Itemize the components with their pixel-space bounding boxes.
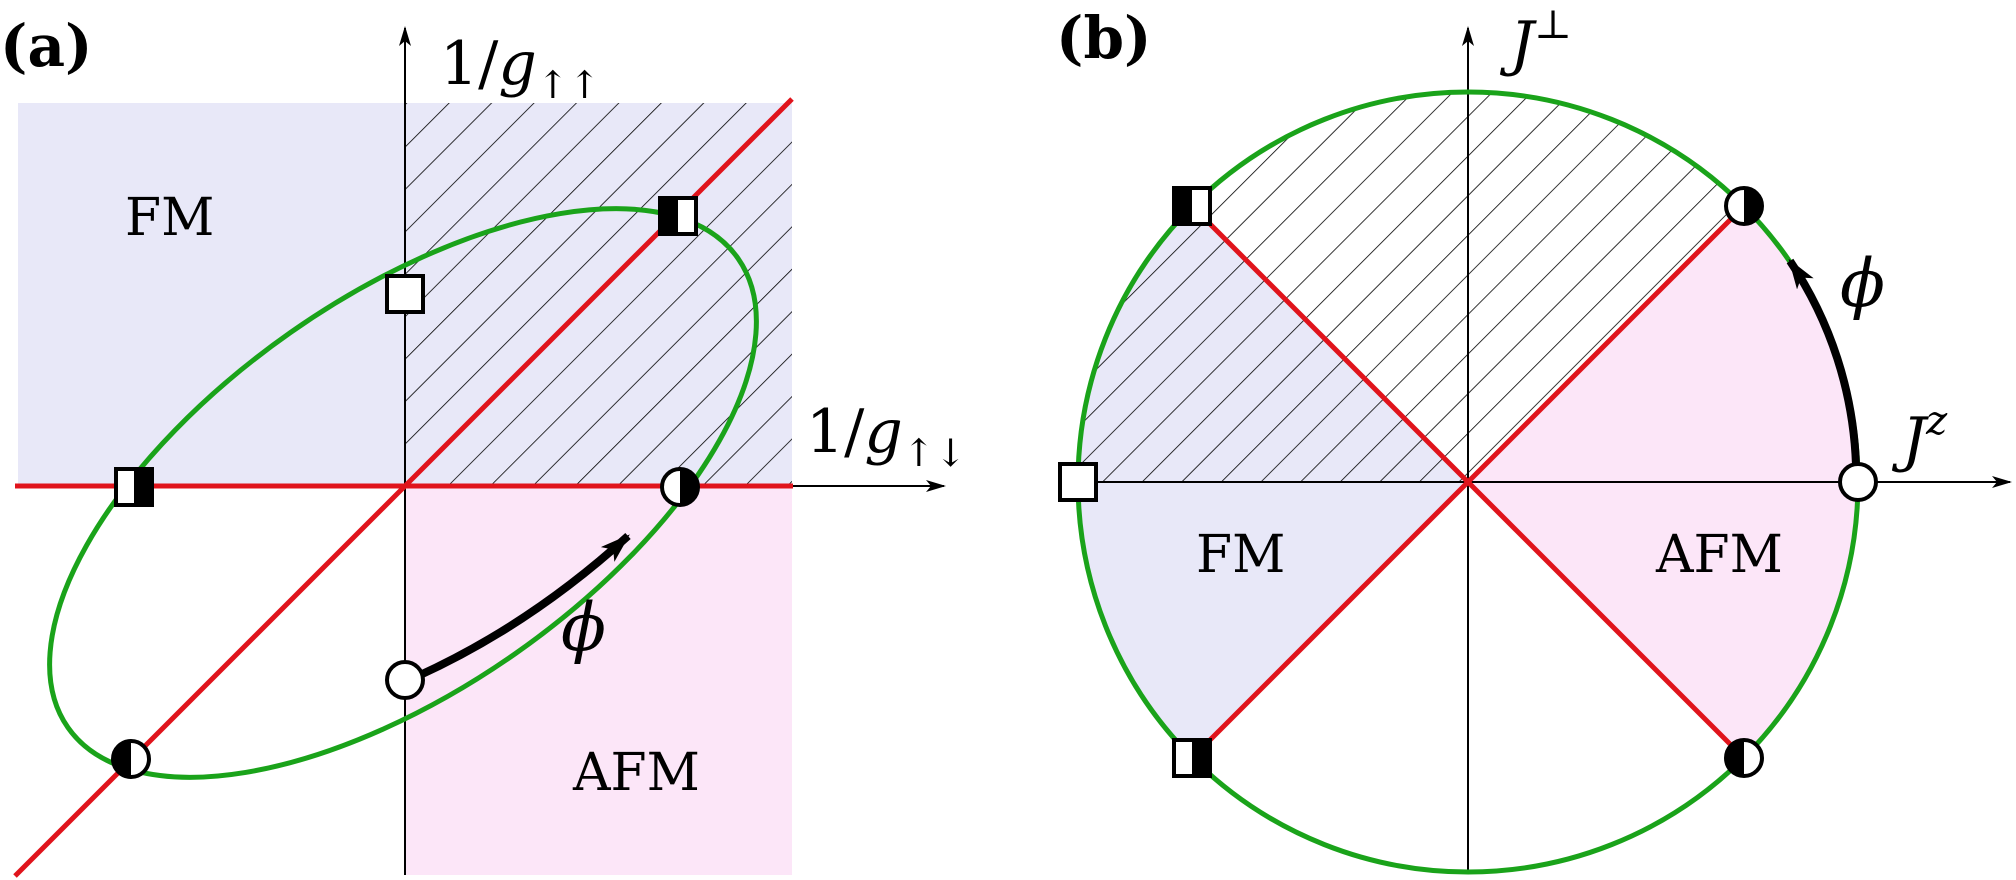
phi-arrow-b — [1786, 258, 1860, 466]
afm-label-b: AFM — [1655, 525, 1783, 585]
half-circle-marker-bottom-b — [1724, 738, 1764, 778]
critical-line-225-b — [1190, 480, 1470, 760]
open-circle-marker-a — [385, 660, 425, 700]
critical-line-135-b — [1190, 204, 1470, 484]
half-square-marker-left-a — [114, 467, 154, 507]
x-axis-label-b: Jz — [1891, 398, 1948, 475]
phi-label-a: ϕ — [561, 589, 606, 666]
critical-line-45-b — [1466, 204, 1746, 484]
half-circle-marker-top-b — [1724, 186, 1764, 226]
half-square-marker-top-a — [658, 196, 698, 236]
half-circle-marker-right-a — [660, 467, 700, 507]
open-square-marker-b — [1058, 462, 1098, 502]
panel-a: (a) 1/g↑↑ 1/g↑↓ FM AFM ϕ — [0, 12, 967, 878]
y-axis-label-a: 1/g↑↑ — [440, 29, 601, 107]
fm-label-b: FM — [1196, 525, 1285, 585]
open-circle-marker-b — [1838, 462, 1878, 502]
half-circle-marker-left-a — [111, 739, 151, 779]
panel-label-b: (b) — [1056, 4, 1151, 72]
fm-region-a — [18, 103, 405, 486]
phi-arrow-a — [416, 533, 631, 680]
x-axis-label-a: 1/g↑↓ — [806, 397, 967, 475]
afm-region-a — [405, 486, 792, 875]
open-square-marker-a — [385, 274, 425, 314]
fm-sector-b — [1077, 482, 1468, 758]
phi-label-b: ϕ — [1840, 245, 1885, 322]
half-square-marker-bottom-b — [1172, 738, 1212, 778]
afm-label-a: AFM — [572, 743, 700, 803]
ellipse-a — [47, 206, 759, 780]
y-axis-label-b: J⊥ — [1499, 2, 1572, 79]
fm-label-a: FM — [125, 188, 214, 248]
half-square-marker-top-b — [1172, 186, 1212, 226]
panel-b: (b) J⊥ Jz FM AFM ϕ — [1056, 2, 2012, 875]
fm-hatched-lines-b — [1077, 206, 1468, 482]
critical-line-315-b — [1466, 480, 1746, 760]
panel-label-a: (a) — [0, 12, 92, 80]
